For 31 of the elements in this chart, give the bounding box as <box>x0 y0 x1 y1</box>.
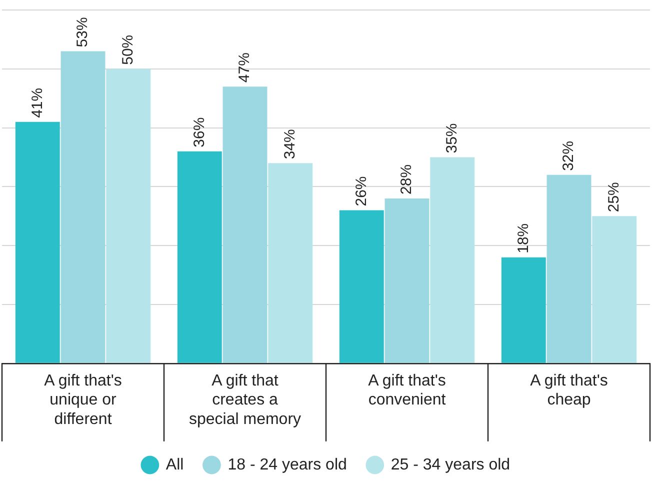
data-label: 41% <box>28 88 46 118</box>
bar <box>106 68 151 363</box>
data-label: 47% <box>236 52 254 83</box>
data-label: 35% <box>444 123 460 154</box>
data-label: 32% <box>560 140 578 171</box>
bar <box>501 257 546 363</box>
data-label: 50% <box>120 34 136 65</box>
bar <box>60 51 106 363</box>
bar <box>15 122 60 363</box>
x-tick-label: A gift that's convenient <box>368 372 446 409</box>
x-tick-label: A gift that's unique or different <box>44 372 122 428</box>
data-label: 36% <box>190 117 208 148</box>
legend-label: All <box>166 456 184 474</box>
legend-label: 18 - 24 years old <box>228 456 347 474</box>
bar <box>177 151 222 363</box>
data-label: 34% <box>282 129 298 160</box>
data-label: 53% <box>74 17 92 48</box>
x-tick-label: A gift that's cheap <box>530 372 608 409</box>
bar <box>546 174 592 363</box>
legend-label: 25 - 34 years old <box>390 456 510 474</box>
x-tick-label: A gift that creates a special memory <box>188 372 302 428</box>
data-label: 26% <box>352 176 370 206</box>
bar <box>339 210 384 363</box>
bar <box>268 163 313 363</box>
data-label: 28% <box>398 164 416 194</box>
bar <box>592 216 637 363</box>
data-label: 18% <box>514 223 532 254</box>
bar <box>384 198 430 363</box>
bar <box>222 86 268 363</box>
data-label: 25% <box>606 182 622 212</box>
bar <box>430 157 475 363</box>
